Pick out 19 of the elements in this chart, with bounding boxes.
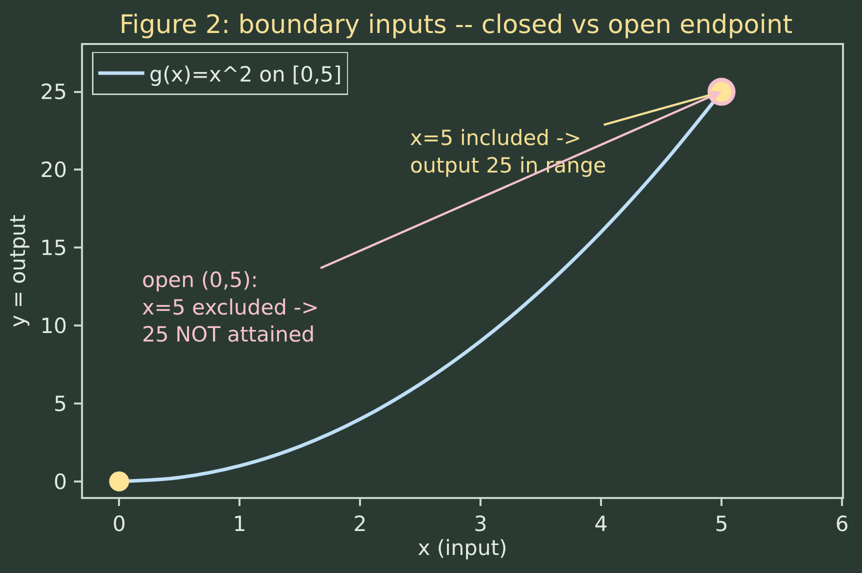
x-tick-label: 6 bbox=[835, 512, 849, 536]
y-tick-label: 0 bbox=[54, 470, 67, 494]
y-tick-label: 5 bbox=[54, 392, 67, 416]
x-tick-label: 1 bbox=[232, 512, 246, 536]
y-tick-label: 15 bbox=[40, 236, 67, 260]
x-tick-label: 5 bbox=[714, 512, 728, 536]
x-axis-title: x (input) bbox=[418, 536, 508, 560]
annotation: x=5 included -> output 25 in range bbox=[410, 126, 606, 178]
x-tick-label: 0 bbox=[112, 512, 126, 536]
x-tick-label: 3 bbox=[474, 512, 488, 536]
y-tick-label: 10 bbox=[40, 314, 67, 338]
x-tick-label: 2 bbox=[353, 512, 367, 536]
y-axis-title: y = output bbox=[6, 214, 30, 328]
y-tick-label: 20 bbox=[40, 158, 67, 182]
chart-title: Figure 2: boundary inputs -- closed vs open endpoint bbox=[119, 10, 793, 40]
x-tick-label: 4 bbox=[594, 512, 608, 536]
annotation: open (0,5): x=5 excluded -> 25 NOT attained bbox=[142, 268, 319, 347]
legend-label: g(x)=x^2 on [0,5] bbox=[149, 62, 342, 86]
y-tick-label: 25 bbox=[40, 80, 67, 104]
